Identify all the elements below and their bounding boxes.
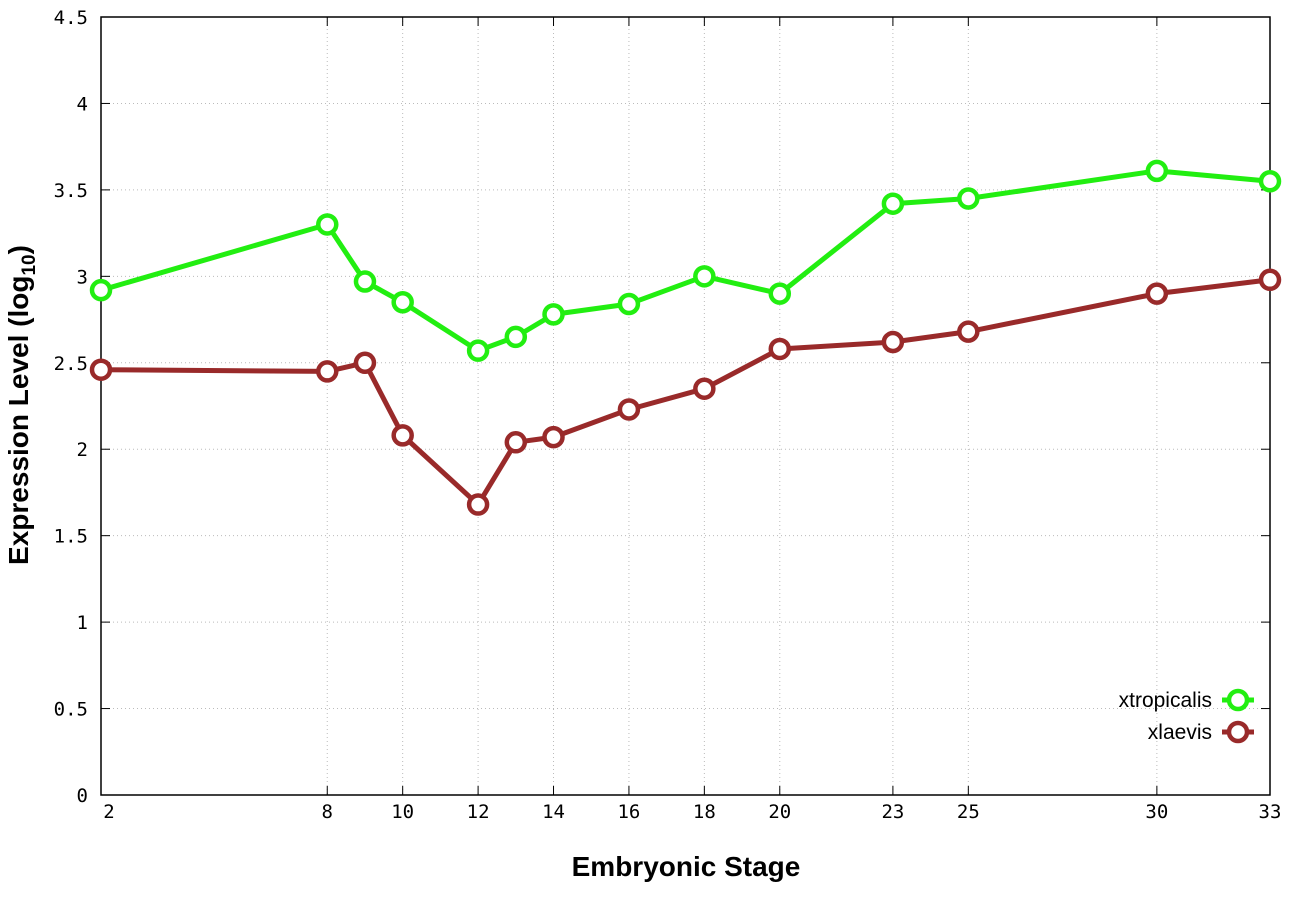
- data-point-xtropicalis: [466, 339, 490, 362]
- x-tick-label: 23: [881, 801, 904, 823]
- data-point-xtropicalis: [542, 303, 565, 326]
- x-tick-label: 25: [957, 801, 980, 823]
- legend-label-xlaevis: xlaevis: [1148, 721, 1212, 744]
- y-tick-label: 1: [77, 612, 88, 634]
- series-layer: [89, 159, 1282, 516]
- y-tick-label: 0: [77, 785, 88, 807]
- data-point-xtropicalis: [1145, 159, 1169, 183]
- x-tick-label: 33: [1259, 801, 1282, 823]
- data-point-xlaevis: [617, 398, 641, 421]
- legend: xtropicalis xlaevis: [1119, 688, 1254, 744]
- data-point-xtropicalis: [693, 265, 716, 288]
- y-tick-label: 0.5: [54, 699, 88, 721]
- data-point-xlaevis: [466, 493, 490, 516]
- y-axis-title-main: Expression Level (log: [3, 276, 34, 565]
- y-tick-label: 3: [77, 266, 88, 288]
- data-point-xlaevis: [693, 377, 716, 400]
- data-point-xlaevis: [89, 358, 113, 381]
- series-line-xlaevis: [100, 277, 1271, 508]
- y-tick-label: 4.5: [54, 7, 88, 29]
- data-point-xlaevis: [391, 424, 414, 447]
- x-tick-label: 2: [103, 801, 114, 823]
- data-point-xlaevis: [316, 360, 339, 383]
- x-tick-label: 30: [1145, 801, 1168, 823]
- data-point-xtropicalis: [504, 325, 528, 349]
- data-point-xtropicalis: [1258, 169, 1282, 193]
- y-tick-label: 2: [77, 439, 88, 461]
- y-axis-title: Expression Level (log10): [3, 245, 40, 565]
- x-tick-label: 16: [617, 801, 640, 823]
- data-point-xlaevis: [353, 351, 377, 375]
- x-tick-label: 8: [322, 801, 333, 823]
- y-tick-label: 1.5: [54, 526, 88, 548]
- y-tick-label: 2.5: [54, 353, 88, 375]
- y-tick-label: 3.5: [54, 180, 88, 202]
- legend-label-xtropicalis: xtropicalis: [1119, 689, 1212, 712]
- grid-lines: [101, 17, 1270, 795]
- data-point-xlaevis: [881, 330, 905, 354]
- series-line-xtropicalis: [100, 168, 1271, 354]
- x-tick-label: 20: [768, 801, 791, 823]
- data-point-xtropicalis: [89, 278, 113, 302]
- x-tick-label: 18: [693, 801, 716, 823]
- data-point-xtropicalis: [391, 291, 414, 314]
- axis-ticks: [100, 16, 1271, 796]
- y-tick-label: 4: [77, 93, 88, 115]
- data-point-xtropicalis: [881, 192, 905, 215]
- y-axis-title-subscript: 10: [19, 254, 40, 275]
- data-point-xtropicalis: [353, 270, 377, 293]
- x-tick-labels: 2 8 10 12 14 16 18 20 23 25 30 33: [103, 801, 1281, 823]
- data-point-xlaevis: [542, 425, 565, 449]
- x-tick-label: 12: [467, 801, 490, 823]
- data-point-xtropicalis: [768, 282, 792, 305]
- legend-marker-xlaevis: [1226, 720, 1250, 744]
- plot-frame: [100, 16, 1271, 796]
- legend-marker-xtropicalis: [1226, 688, 1250, 712]
- y-axis-title-close: ): [3, 245, 34, 254]
- x-tick-label: 10: [391, 801, 414, 823]
- y-tick-labels: 0 0.5 1 1.5 2 2.5 3 3.5 4 4.5: [54, 7, 88, 807]
- data-point-xlaevis: [957, 320, 980, 343]
- x-axis-title: Embryonic Stage: [572, 851, 801, 882]
- data-point-xlaevis: [504, 431, 528, 454]
- x-tick-label: 14: [542, 801, 565, 823]
- data-point-xtropicalis: [617, 292, 641, 316]
- data-point-xlaevis: [768, 337, 792, 361]
- data-point-xlaevis: [1258, 268, 1282, 292]
- data-point-xtropicalis: [957, 187, 980, 210]
- data-point-xtropicalis: [316, 213, 339, 236]
- data-point-xlaevis: [1145, 282, 1169, 305]
